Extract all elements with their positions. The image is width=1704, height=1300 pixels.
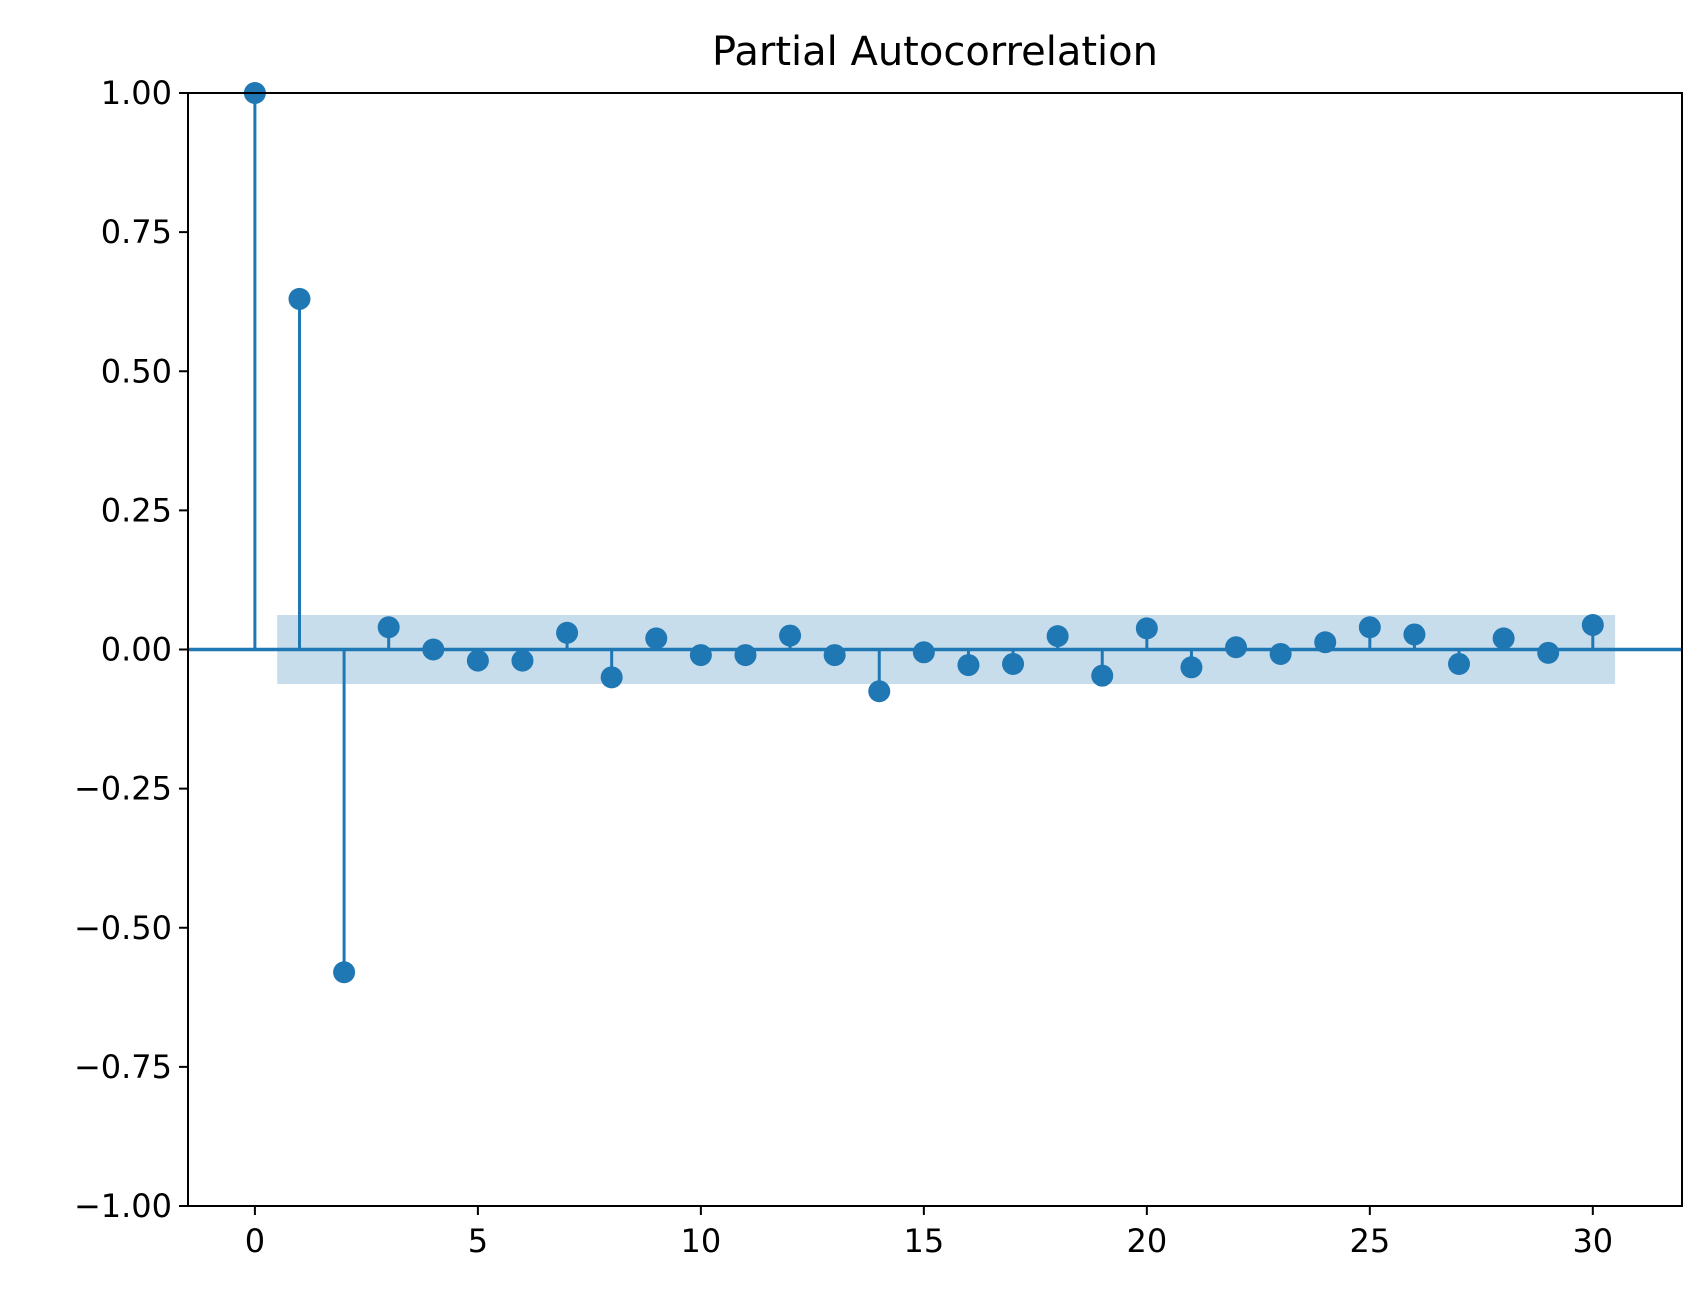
y-tick-label: −1.00 [74,1187,172,1225]
stem-marker-lag-28 [1492,627,1515,650]
x-tick-label: 20 [1126,1222,1167,1260]
stem-marker-lag-1 [288,287,311,310]
stem-marker-lag-4 [422,638,445,661]
y-tick-label: −0.50 [74,909,172,947]
x-tick-label: 25 [1349,1222,1390,1260]
stem-marker-lag-15 [912,641,935,664]
y-tick-label: −0.75 [74,1048,172,1086]
stem-marker-lag-13 [823,644,846,667]
stem-marker-lag-19 [1091,664,1114,687]
stem-marker-lag-17 [1002,652,1025,675]
x-tick-label: 15 [903,1222,944,1260]
stem-marker-lag-16 [957,654,980,677]
stem-marker-lag-18 [1046,625,1069,648]
stem-marker-lag-30 [1581,614,1604,637]
stem-marker-lag-10 [689,644,712,667]
stem-marker-lag-3 [377,616,400,639]
stem-marker-lag-6 [511,649,534,672]
stem-marker-lag-25 [1358,616,1381,639]
stem-layer [188,82,1682,984]
stem-marker-lag-23 [1269,642,1292,665]
y-tick-label: 1.00 [101,74,172,112]
stem-marker-lag-2 [333,961,356,984]
stem-marker-lag-14 [868,680,891,703]
stem-marker-lag-24 [1314,631,1337,654]
stem-marker-lag-20 [1135,617,1158,640]
stem-marker-lag-22 [1225,636,1248,659]
y-tick-label: −0.25 [74,770,172,808]
y-tick-label: 0.50 [101,352,172,390]
axes: 1.00 0.75 0.50 0.25 0.00 −0.25 −0.50 −0.75 −1.00… [74,74,1683,1260]
y-tick-label: 0.00 [101,631,172,669]
stem-marker-lag-29 [1537,641,1560,664]
x-tick-label: 10 [681,1222,722,1260]
stem-marker-lag-5 [466,649,489,672]
stem-marker-lag-8 [600,666,623,689]
stem-marker-lag-27 [1448,652,1471,675]
stem-marker-lag-21 [1180,656,1203,679]
y-tick-label: 0.75 [101,213,172,251]
x-tick-label: 0 [245,1222,265,1260]
y-tick-label: 0.25 [101,491,172,529]
chart-title: Partial Autocorrelation [712,29,1158,75]
stem-marker-lag-7 [556,621,579,644]
x-tick-label: 5 [468,1222,488,1260]
stem-marker-lag-9 [645,627,668,650]
stem-marker-lag-11 [734,644,757,667]
stem-marker-lag-26 [1403,623,1426,646]
x-tick-label: 30 [1572,1222,1613,1260]
stem-marker-lag-12 [779,624,802,647]
